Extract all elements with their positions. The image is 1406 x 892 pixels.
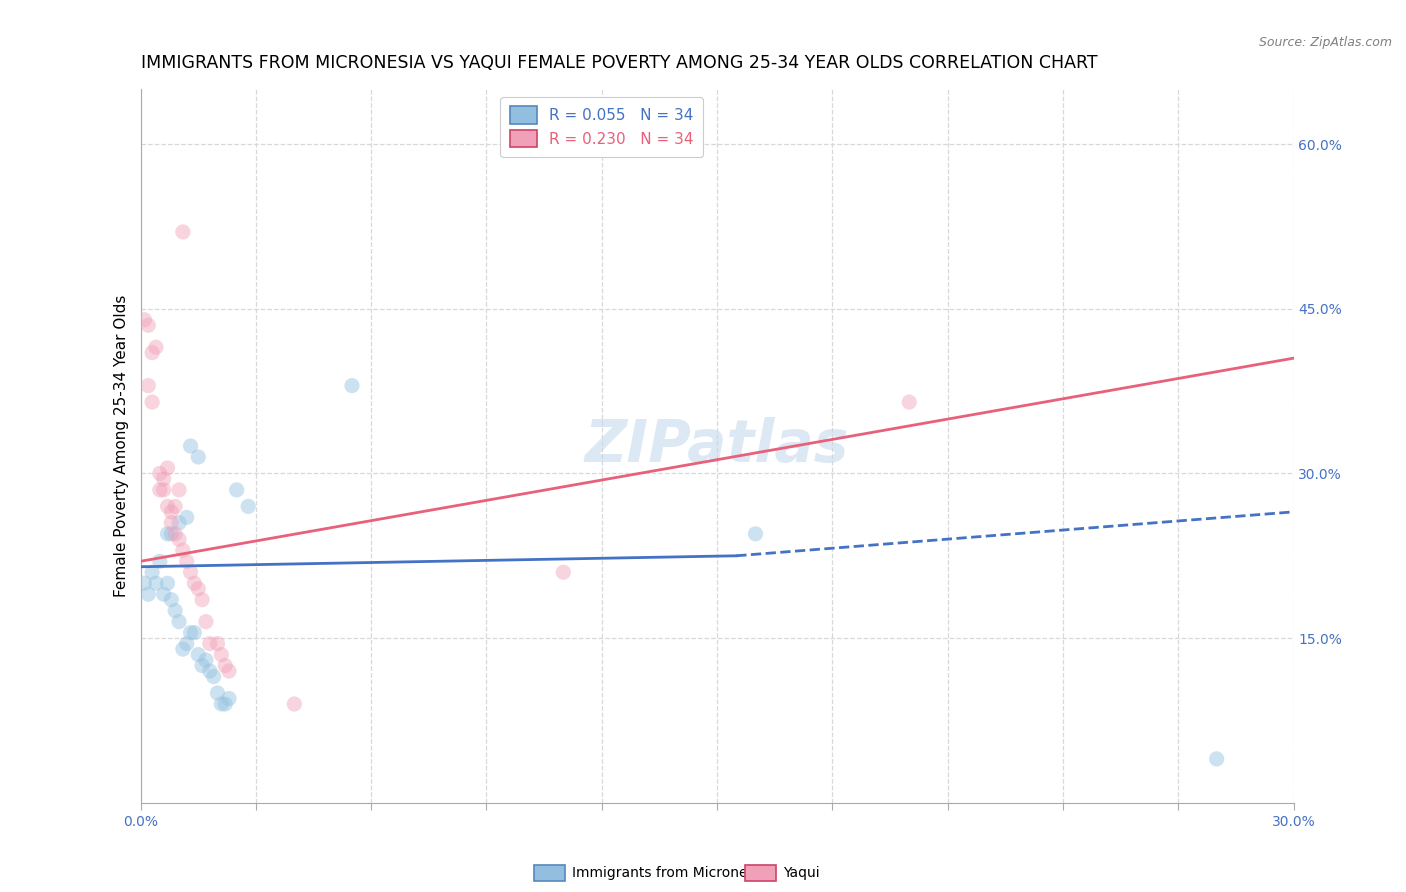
Point [156, 461, 179, 475]
Point [145, 576, 167, 591]
Point [218, 664, 240, 678]
Point [160, 526, 183, 541]
Point [198, 637, 221, 651]
Point [194, 653, 217, 667]
Point [165, 604, 187, 618]
Point [180, 439, 202, 453]
Point [160, 505, 183, 519]
Point [214, 658, 236, 673]
Point [172, 642, 194, 657]
Point [183, 576, 205, 591]
Point [225, 483, 247, 497]
Text: Yaqui: Yaqui [783, 866, 820, 880]
Point [141, 566, 163, 580]
Point [149, 467, 172, 481]
Point [172, 543, 194, 558]
Point [167, 533, 190, 547]
Point [187, 450, 209, 464]
Point [187, 582, 209, 596]
Point [180, 566, 202, 580]
Point [156, 500, 179, 514]
Point [160, 592, 183, 607]
Point [207, 686, 229, 700]
Point [149, 554, 172, 568]
Point [149, 483, 172, 497]
Point [1205, 752, 1227, 766]
Point [136, 587, 159, 601]
Point [198, 664, 221, 678]
Point [176, 637, 198, 651]
Point [176, 554, 198, 568]
Point [167, 615, 190, 629]
Point [160, 516, 183, 530]
Point [134, 312, 156, 326]
Point [209, 648, 232, 662]
Point [553, 566, 575, 580]
Point [152, 472, 174, 486]
Y-axis label: Female Poverty Among 25-34 Year Olds: Female Poverty Among 25-34 Year Olds [114, 295, 129, 597]
Point [141, 345, 163, 359]
Point [172, 225, 194, 239]
Point [167, 483, 190, 497]
Point [191, 592, 214, 607]
Text: IMMIGRANTS FROM MICRONESIA VS YAQUI FEMALE POVERTY AMONG 25-34 YEAR OLDS CORRELA: IMMIGRANTS FROM MICRONESIA VS YAQUI FEMA… [141, 54, 1097, 72]
Point [152, 587, 174, 601]
Point [238, 500, 260, 514]
Point [134, 576, 156, 591]
Point [214, 697, 236, 711]
Point [165, 526, 187, 541]
Point [218, 691, 240, 706]
Point [194, 615, 217, 629]
Text: Source: ZipAtlas.com: Source: ZipAtlas.com [1258, 36, 1392, 49]
Point [165, 500, 187, 514]
Point [156, 576, 179, 591]
Point [191, 658, 214, 673]
Point [141, 395, 163, 409]
Point [187, 648, 209, 662]
Point [136, 378, 159, 392]
Point [145, 340, 167, 354]
Text: Immigrants from Micronesia: Immigrants from Micronesia [572, 866, 768, 880]
Text: ZIPatlas: ZIPatlas [585, 417, 849, 475]
Point [152, 483, 174, 497]
Point [156, 526, 179, 541]
Point [340, 378, 363, 392]
Point [209, 697, 232, 711]
Point [180, 625, 202, 640]
Point [283, 697, 305, 711]
Point [183, 625, 205, 640]
Point [898, 395, 921, 409]
Point [176, 510, 198, 524]
Point [207, 637, 229, 651]
Point [136, 318, 159, 333]
Legend: R = 0.055   N = 34, R = 0.230   N = 34: R = 0.055 N = 34, R = 0.230 N = 34 [501, 97, 703, 157]
Point [744, 526, 766, 541]
Point [202, 669, 225, 683]
Point [167, 516, 190, 530]
